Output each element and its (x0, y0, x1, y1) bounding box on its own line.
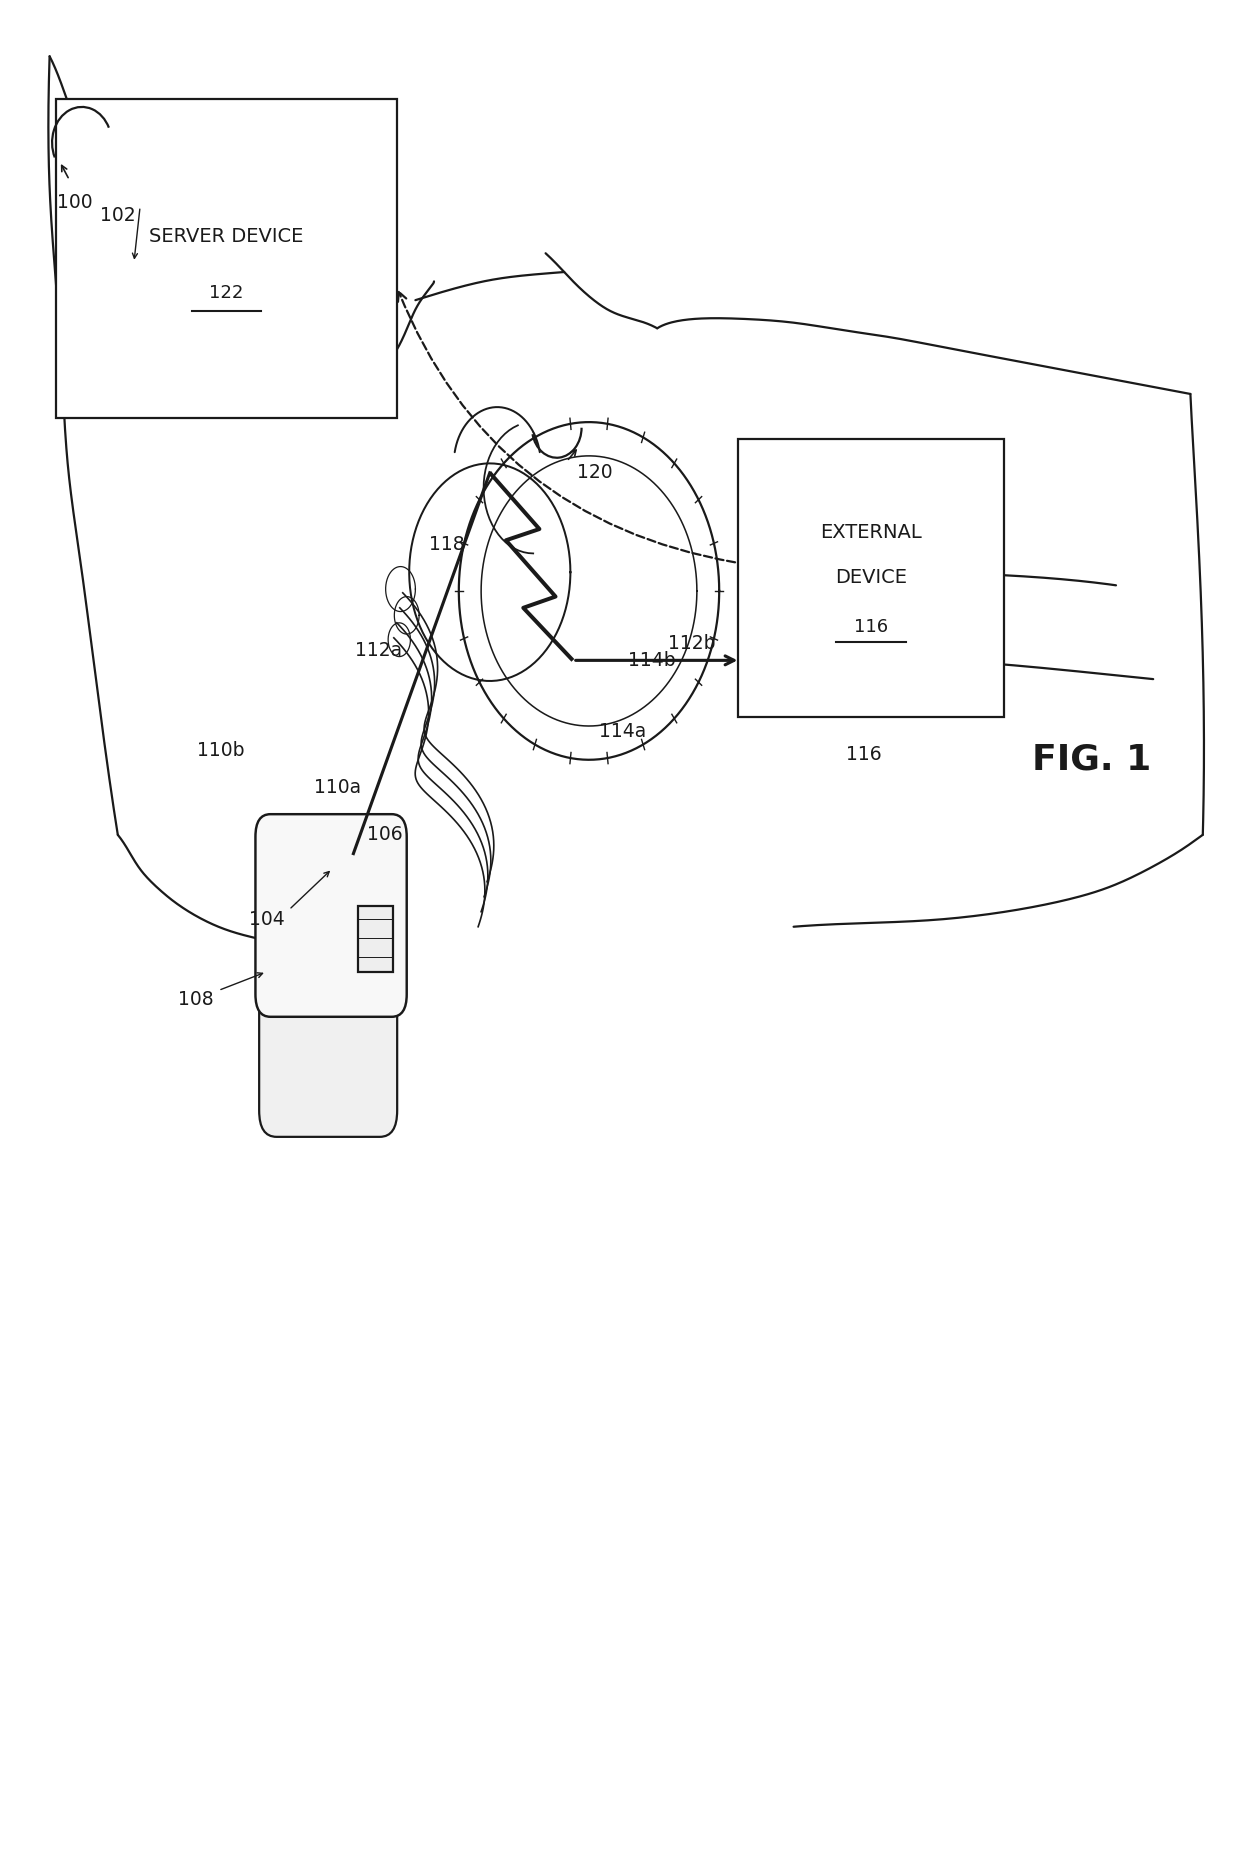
Text: 122: 122 (210, 283, 243, 302)
FancyBboxPatch shape (255, 814, 407, 1017)
Text: 106: 106 (367, 825, 402, 844)
FancyArrowPatch shape (398, 293, 735, 563)
Text: 116: 116 (854, 617, 888, 636)
Text: 102: 102 (100, 206, 135, 225)
FancyBboxPatch shape (259, 942, 397, 1137)
Text: 118: 118 (429, 535, 464, 553)
Text: 116: 116 (847, 745, 882, 764)
Text: 114a: 114a (599, 722, 646, 741)
Text: 104: 104 (249, 910, 284, 929)
Text: 120: 120 (578, 463, 613, 482)
Bar (56, 99, 397, 418)
Text: FIG. 1: FIG. 1 (1032, 743, 1151, 777)
Bar (358, 906, 393, 972)
Bar (738, 439, 1004, 717)
Text: DEVICE: DEVICE (835, 568, 908, 587)
Text: 112b: 112b (668, 634, 715, 653)
Text: EXTERNAL: EXTERNAL (820, 523, 923, 542)
Text: 108: 108 (179, 991, 213, 1009)
Text: 110b: 110b (197, 741, 244, 760)
Text: 110a: 110a (314, 779, 361, 797)
Text: 114b: 114b (629, 651, 676, 670)
Text: 100: 100 (57, 193, 92, 212)
Text: 112a: 112a (355, 642, 402, 660)
Text: SERVER DEVICE: SERVER DEVICE (149, 227, 304, 246)
